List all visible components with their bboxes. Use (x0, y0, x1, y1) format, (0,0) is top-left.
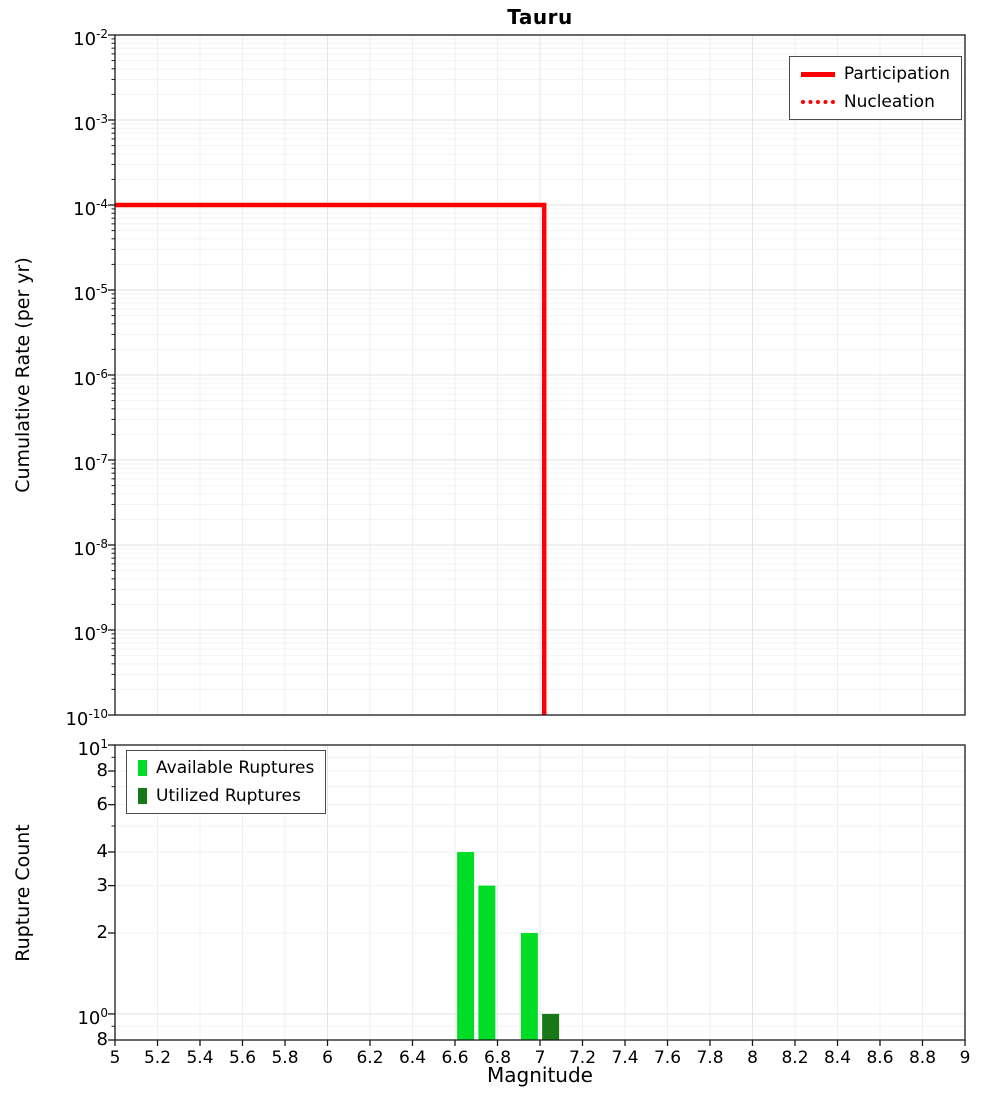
utilized-ruptures-label: Utilized Ruptures (156, 786, 301, 806)
available-ruptures-bar (478, 885, 496, 1040)
available-ruptures-bar (520, 932, 538, 1040)
bottom-y-axis-label: Rupture Count (12, 824, 34, 962)
legend-item-participation: Participation (800, 64, 950, 84)
legend-item-available-ruptures: Available Ruptures (138, 758, 314, 778)
participation-label: Participation (843, 64, 950, 84)
nucleation-label: Nucleation (843, 92, 935, 112)
legend-item-nucleation: Nucleation (800, 92, 950, 112)
utilized-ruptures-bar (542, 1013, 560, 1040)
chart-title: Tauru (507, 5, 573, 29)
available-ruptures-label: Available Ruptures (156, 758, 315, 778)
legend-top: Participation Nucleation (788, 56, 962, 120)
available-ruptures-swatch (138, 760, 147, 776)
utilized-ruptures-swatch (138, 788, 147, 804)
participation-line-sample (800, 71, 835, 77)
x-axis-label: Magnitude (487, 1063, 593, 1087)
available-ruptures-bar (457, 852, 475, 1040)
top-y-axis-label: Cumulative Rate (per yr) (12, 257, 34, 493)
legend-item-utilized-ruptures: Utilized Ruptures (138, 786, 314, 806)
legend-bottom: Available Ruptures Utilized Ruptures (126, 750, 327, 814)
nucleation-line-sample (800, 100, 835, 104)
nucleation-line (115, 203, 546, 715)
